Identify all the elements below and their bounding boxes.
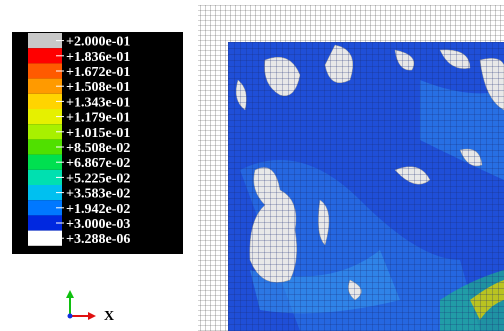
model [198,5,504,331]
scene: +2.000e-01+1.836e-01+1.672e-01+1.508e-01… [0,0,504,331]
legend-label: +1.942e-02 [66,202,130,217]
legend-label: +3.000e-03 [66,217,130,232]
legend-label: +8.508e-02 [66,141,130,156]
legend-label: +3.583e-02 [66,187,130,202]
legend-label: +5.225e-02 [66,171,130,186]
legend-label: +1.179e-01 [66,111,130,126]
triad: X [66,290,114,324]
legend-label: +2.000e-01 [66,35,130,50]
legend-label: +1.508e-01 [66,80,130,95]
legend-label: +3.288e-06 [66,232,130,247]
legend-label: +1.015e-01 [66,126,130,141]
legend-label: +1.672e-01 [66,65,130,80]
legend-label: +1.343e-01 [66,95,130,110]
legend-label: +6.867e-02 [66,156,130,171]
axis-label: X [104,309,114,324]
legend-label: +1.836e-01 [66,50,130,65]
viewport: +2.000e-01+1.836e-01+1.672e-01+1.508e-01… [0,0,504,331]
